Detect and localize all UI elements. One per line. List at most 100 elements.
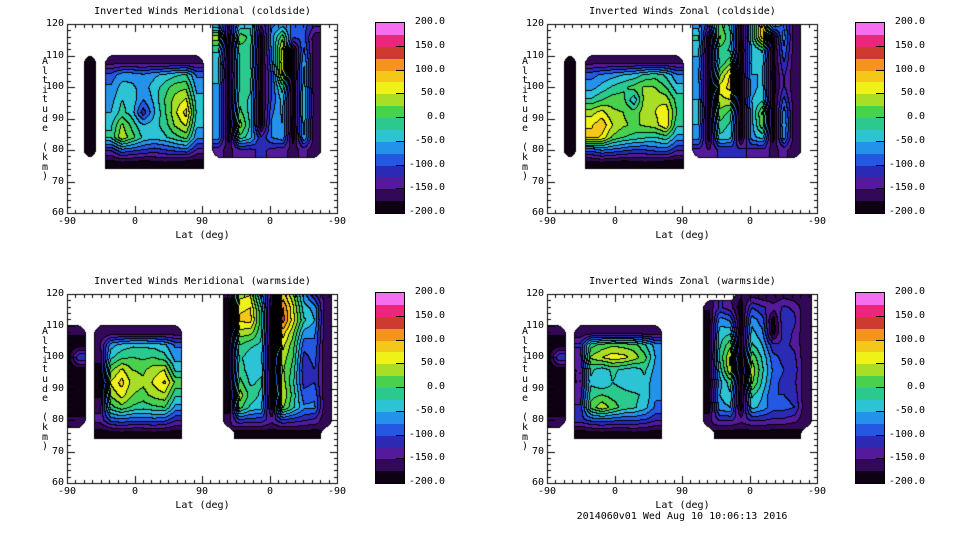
colorbar-band: [856, 364, 884, 377]
x-tick-label: -90: [327, 216, 347, 227]
y-tick-label: 80: [51, 414, 64, 425]
y-axis-label-char: i: [41, 84, 49, 96]
y-tick-label: 90: [51, 383, 64, 394]
colorbar-band: [856, 340, 884, 353]
y-tick-label: 100: [525, 351, 544, 362]
colorbar-band: [856, 23, 884, 35]
colorbar-band: [856, 46, 884, 59]
y-tick-label: 60: [531, 477, 544, 488]
y-tick-label: 70: [531, 176, 544, 187]
x-tick-label: 0: [611, 216, 619, 227]
colorbar-label: 200.0: [414, 286, 445, 297]
y-tick-label: 100: [45, 81, 64, 92]
y-tick-label: 70: [531, 446, 544, 457]
colorbar-band: [376, 165, 404, 178]
colorbar-tick: [876, 458, 884, 459]
colorbar-band: [376, 388, 404, 400]
y-tick-label: 100: [525, 81, 544, 92]
y-axis-label-char: A: [41, 56, 49, 67]
colorbar-band: [856, 293, 884, 305]
y-tick-label: 80: [531, 144, 544, 155]
colorbar-band: [376, 141, 404, 154]
x-tick-label: -90: [57, 486, 77, 497]
colorbar-label: 0.0: [426, 111, 445, 122]
colorbar-label: 100.0: [894, 63, 925, 75]
colorbar-band: [856, 411, 884, 424]
colorbar-band: [856, 70, 884, 83]
colorbar-label: 50.0: [420, 87, 445, 99]
colorbar-tick: [396, 340, 404, 341]
colorbar-tick: [396, 188, 404, 189]
colorbar-band: [856, 435, 884, 448]
colorbar-band: [856, 471, 884, 483]
y-axis-label-char: d: [41, 113, 49, 125]
colorbar-label: -50.0: [894, 404, 925, 416]
colorbar-label: -100.0: [408, 428, 445, 440]
y-axis-label-char: k: [521, 151, 529, 163]
colorbar-band: [376, 352, 404, 365]
y-axis-label-char: m: [41, 431, 49, 443]
colorbar-band: [856, 328, 884, 341]
colorbar-label: -200.0: [888, 206, 925, 217]
colorbar-band: [856, 459, 884, 472]
y-axis-label-char: e: [521, 393, 529, 405]
y-tick-label: 60: [51, 477, 64, 488]
colorbar-band: [856, 118, 884, 130]
y-axis-label-char: i: [521, 354, 529, 366]
colorbar-band: [376, 82, 404, 95]
colorbar-tick: [876, 93, 884, 94]
colorbar-tick: [396, 46, 404, 47]
x-tick-label: -90: [57, 216, 77, 227]
colorbar-tick: [876, 316, 884, 317]
panel-title: Inverted Winds Meridional (coldside): [94, 6, 311, 17]
y-tick-label: 90: [531, 383, 544, 394]
y-axis-label-char: u: [41, 103, 49, 115]
colorbar-band: [856, 316, 884, 329]
colorbar-tick: [396, 70, 404, 71]
y-tick-label: 80: [531, 414, 544, 425]
colorbar-tick: [396, 316, 404, 317]
colorbar-tick: [396, 165, 404, 166]
colorbar-band: [856, 388, 884, 400]
colorbar-label: -150.0: [408, 182, 445, 194]
colorbar-band: [856, 141, 884, 154]
colorbar-tick: [876, 188, 884, 189]
colorbar-tick: [876, 387, 884, 388]
colorbar-band: [376, 94, 404, 107]
colorbar-tick: [876, 411, 884, 412]
y-tick-label: 80: [51, 144, 64, 155]
colorbar-band: [376, 118, 404, 130]
x-axis-label: Lat (deg): [655, 230, 710, 241]
x-axis-label: Lat (deg): [175, 500, 230, 511]
colorbar-band: [856, 352, 884, 365]
colorbar-band: [856, 376, 884, 388]
y-axis-label-char: m: [521, 431, 529, 443]
panel-title: Inverted Winds Zonal (coldside): [589, 6, 776, 17]
colorbar-label: 0.0: [906, 111, 925, 122]
x-tick-label: -90: [537, 486, 557, 497]
x-axis-label: Lat (deg): [655, 500, 710, 511]
colorbar-label: 100.0: [414, 333, 445, 345]
colorbar-band: [856, 165, 884, 178]
y-axis-label-char: (: [41, 142, 49, 154]
y-axis-label-char: ): [41, 171, 49, 183]
colorbar-label: -100.0: [408, 158, 445, 170]
colorbar-tick: [876, 141, 884, 142]
colorbar-band: [376, 34, 404, 47]
y-axis-label-char: t: [41, 345, 49, 357]
colorbar-tick: [876, 70, 884, 71]
colorbar-label: -100.0: [888, 428, 925, 440]
colorbar-label: 200.0: [894, 16, 925, 27]
colorbar-band: [376, 201, 404, 213]
colorbar-tick: [396, 458, 404, 459]
colorbar-band: [376, 70, 404, 83]
colorbar-tick: [876, 435, 884, 436]
colorbar-tick: [396, 363, 404, 364]
x-tick-label: 90: [675, 486, 689, 497]
y-axis-label-char: u: [521, 103, 529, 115]
y-tick-label: 90: [51, 113, 64, 124]
y-axis-label-char: t: [41, 75, 49, 87]
